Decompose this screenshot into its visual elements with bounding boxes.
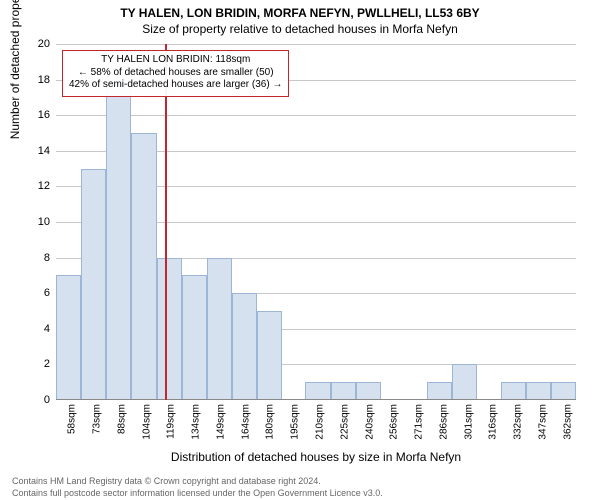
- x-tick-label: 347sqm: [537, 404, 548, 440]
- x-axis-title: Distribution of detached houses by size …: [56, 450, 576, 464]
- x-tick-label: 73sqm: [92, 404, 103, 434]
- bar: [106, 80, 131, 400]
- bar: [501, 382, 526, 400]
- x-tick-label: 256sqm: [389, 404, 400, 440]
- bar: [331, 382, 356, 400]
- chart-title-sub: Size of property relative to detached ho…: [0, 22, 600, 36]
- bar: [257, 311, 282, 400]
- y-tick-label: 14: [38, 145, 50, 157]
- x-tick-label: 286sqm: [438, 404, 449, 440]
- x-tick-label: 210sqm: [315, 404, 326, 440]
- bar: [551, 382, 576, 400]
- bar: [81, 169, 106, 400]
- bar: [232, 293, 257, 400]
- baseline: [56, 399, 576, 400]
- y-tick-label: 16: [38, 109, 50, 121]
- annotation-line-3: 42% of semi-detached houses are larger (…: [69, 79, 282, 92]
- y-tick-label: 6: [44, 287, 50, 299]
- x-tick-label: 271sqm: [414, 404, 425, 440]
- x-axis: 58sqm 73sqm 88sqm 104sqm 119sqm 134sqm 149sqm 1…: [56, 400, 576, 456]
- bar: [157, 258, 182, 400]
- bars-group: [56, 44, 576, 400]
- x-tick-label: 149sqm: [215, 404, 226, 440]
- bar: [56, 275, 81, 400]
- y-tick-label: 20: [38, 38, 50, 50]
- y-tick-label: 10: [38, 216, 50, 228]
- x-tick-label: 301sqm: [463, 404, 474, 440]
- x-tick-label: 316sqm: [488, 404, 499, 440]
- bar: [452, 364, 477, 400]
- y-tick-label: 0: [44, 394, 50, 406]
- y-tick-label: 8: [44, 252, 50, 264]
- footer-line-2: Contains full postcode sector informatio…: [12, 488, 383, 498]
- bar: [526, 382, 551, 400]
- y-tick-label: 12: [38, 180, 50, 192]
- bar: [131, 133, 156, 400]
- bar: [356, 382, 381, 400]
- x-tick-label: 104sqm: [141, 404, 152, 440]
- x-tick-label: 240sqm: [364, 404, 375, 440]
- x-tick-label: 164sqm: [240, 404, 251, 440]
- footer-line-1: Contains HM Land Registry data © Crown c…: [12, 476, 321, 486]
- y-tick-label: 18: [38, 74, 50, 86]
- annotation-line-1: TY HALEN LON BRIDIN: 118sqm: [69, 54, 282, 67]
- x-tick-label: 225sqm: [339, 404, 350, 440]
- x-tick-label: 134sqm: [191, 404, 202, 440]
- x-tick-label: 119sqm: [166, 404, 177, 439]
- chart-title-main: TY HALEN, LON BRIDIN, MORFA NEFYN, PWLLH…: [0, 6, 600, 20]
- annotation-box: TY HALEN LON BRIDIN: 118sqm ← 58% of det…: [62, 50, 289, 97]
- chart-container: TY HALEN, LON BRIDIN, MORFA NEFYN, PWLLH…: [0, 0, 600, 500]
- x-tick-label: 180sqm: [265, 404, 276, 440]
- x-tick-label: 362sqm: [562, 404, 573, 440]
- bar: [207, 258, 232, 400]
- x-tick-label: 195sqm: [290, 404, 301, 440]
- plot-area: TY HALEN LON BRIDIN: 118sqm ← 58% of det…: [56, 44, 576, 400]
- y-tick-label: 4: [44, 323, 50, 335]
- y-tick-label: 2: [44, 358, 50, 370]
- x-tick-label: 88sqm: [116, 404, 127, 434]
- bar: [305, 382, 330, 400]
- highlight-line: [165, 44, 167, 400]
- bar: [182, 275, 207, 400]
- y-axis: 02468101214161820: [0, 44, 56, 400]
- x-tick-label: 332sqm: [513, 404, 524, 440]
- annotation-line-2: ← 58% of detached houses are smaller (50…: [69, 67, 282, 80]
- bar: [427, 382, 452, 400]
- x-tick-label: 58sqm: [67, 404, 78, 434]
